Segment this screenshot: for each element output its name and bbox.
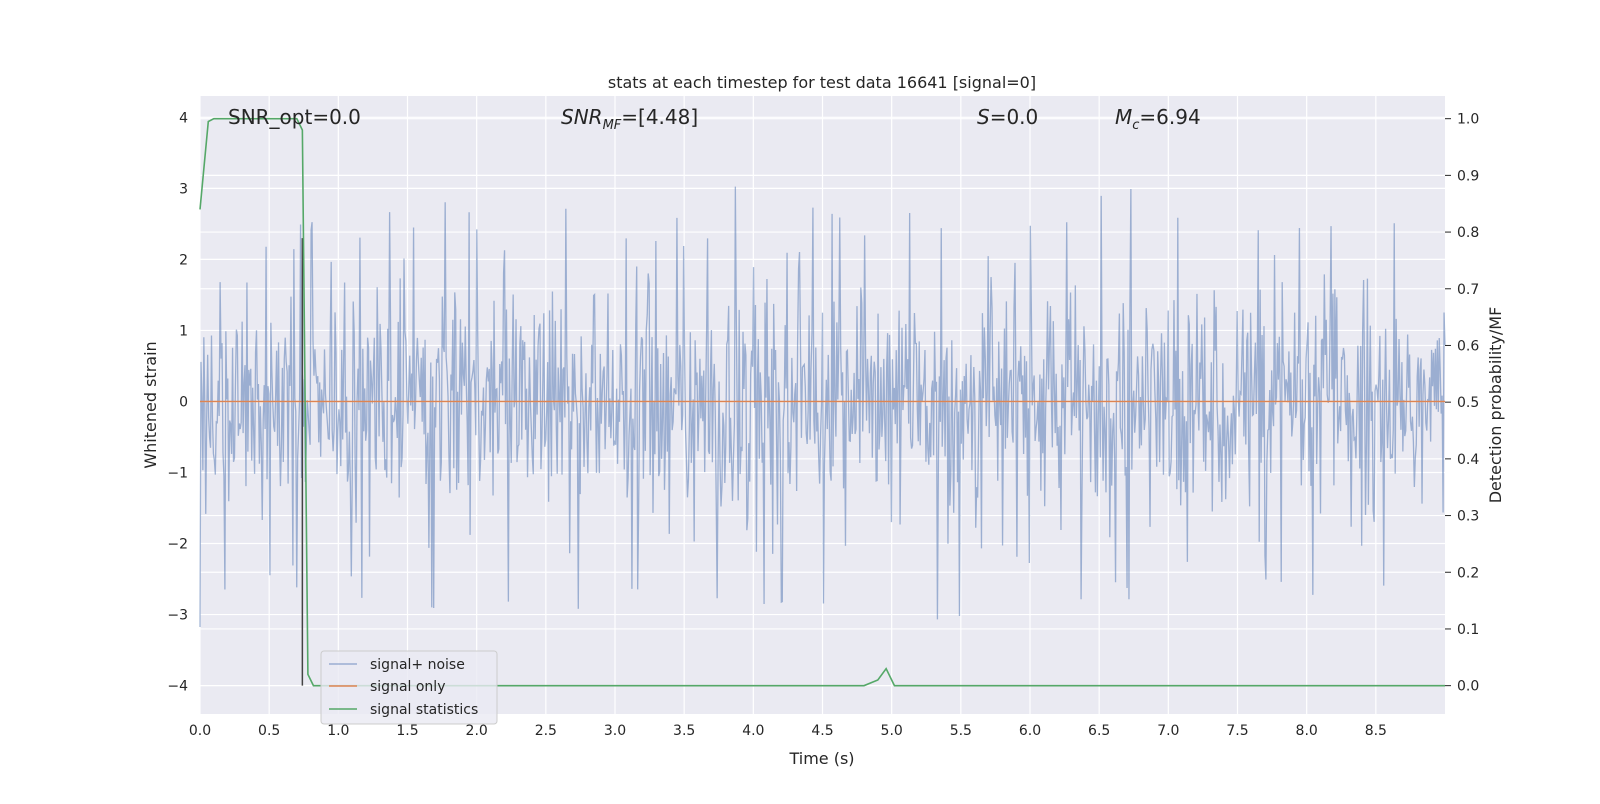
legend-label-signal-noise: signal+ noise xyxy=(370,657,465,673)
annotation-snr-mf: SNRMF=[4.48] xyxy=(561,105,698,133)
annotation-snr-mf-sub: MF xyxy=(603,118,622,133)
y2-tick-label: 0.5 xyxy=(1457,395,1479,411)
annotation-s-rest: =0.0 xyxy=(990,105,1039,129)
y-tick-label: 0 xyxy=(179,394,188,410)
y2-tick-label: 0.1 xyxy=(1457,622,1479,638)
legend: signal+ noise signal only signal statist… xyxy=(320,650,498,725)
legend-box xyxy=(320,650,498,725)
y-tick-label: 1 xyxy=(179,323,188,339)
legend-label-signal-only: signal only xyxy=(370,679,445,695)
legend-label-signal-statistics: signal statistics xyxy=(370,702,478,718)
y-tick-label: −3 xyxy=(167,608,188,624)
annotation-mc-rest: =6.94 xyxy=(1139,105,1200,129)
x-axis-label: Time (s) xyxy=(788,749,854,768)
y2-tick-label: 0.6 xyxy=(1457,338,1479,354)
annotation-snr-mf-rest: =[4.48] xyxy=(621,105,698,129)
x-tick-label: 2.5 xyxy=(535,723,557,739)
x-tick-label: 8.0 xyxy=(1296,723,1318,739)
annotation-s: S=0.0 xyxy=(977,105,1038,129)
x-tick-label: 3.0 xyxy=(604,723,626,739)
chart-title: stats at each timestep for test data 166… xyxy=(608,73,1036,92)
x-tick-label: 6.0 xyxy=(1019,723,1041,739)
x-tick-label: 0.5 xyxy=(258,723,280,739)
annotation-snr-opt: SNR_opt=0.0 xyxy=(228,105,361,129)
x-tick-label: 7.0 xyxy=(1157,723,1179,739)
x-tick-label: 2.0 xyxy=(466,723,488,739)
x-tick-label: 7.5 xyxy=(1226,723,1248,739)
x-tick-label: 6.5 xyxy=(1088,723,1110,739)
annotation-snr-mf-main: SNR xyxy=(561,105,603,129)
x-tick-label: 4.0 xyxy=(742,723,764,739)
x-tick-label: 1.5 xyxy=(396,723,418,739)
y-tick-label: 2 xyxy=(179,252,188,268)
y-tick-label: 4 xyxy=(179,110,188,126)
y2-tick-label: 0.0 xyxy=(1457,679,1479,695)
x-tick-label: 5.5 xyxy=(950,723,972,739)
y2-tick-label: 0.3 xyxy=(1457,509,1479,525)
annotation-mc: Mc=6.94 xyxy=(1115,105,1201,133)
noise-layer xyxy=(199,186,1446,627)
x-tick-label: 8.5 xyxy=(1365,723,1387,739)
y-tick-label: −2 xyxy=(167,537,188,553)
y2-tick-label: 1.0 xyxy=(1457,112,1479,128)
annotation-s-main: S xyxy=(977,105,990,129)
tick-layer: 0.0 0.5 1.0 1.5 2.0 2.5 3.0 3.5 4.0 4.5 5.0 5.5 6.0 6… xyxy=(167,110,1479,739)
y2-tick-label: 0.4 xyxy=(1457,452,1479,468)
x-tick-label: 4.5 xyxy=(811,723,833,739)
x-tick-label: 1.0 xyxy=(327,723,349,739)
y2-axis-label: Detection probability/MF xyxy=(1486,307,1505,504)
y-tick-label: 3 xyxy=(179,181,188,197)
y2-tick-label: 0.8 xyxy=(1457,225,1479,241)
y-axis-label: Whitened strain xyxy=(141,341,160,468)
annotation-mc-main: M xyxy=(1115,105,1132,129)
y2-tick-label: 0.9 xyxy=(1457,168,1479,184)
y2-tick-label: 0.2 xyxy=(1457,565,1479,581)
y-tick-label: −1 xyxy=(167,465,188,481)
annotation-mc-sub: c xyxy=(1132,118,1139,133)
x-tick-label: 0.0 xyxy=(189,723,211,739)
y2-tick-label: 0.7 xyxy=(1457,282,1479,298)
x-tick-label: 5.0 xyxy=(881,723,903,739)
x-tick-label: 3.5 xyxy=(673,723,695,739)
series-signal-noise-line xyxy=(199,186,1446,627)
y-tick-label: −4 xyxy=(167,679,188,695)
